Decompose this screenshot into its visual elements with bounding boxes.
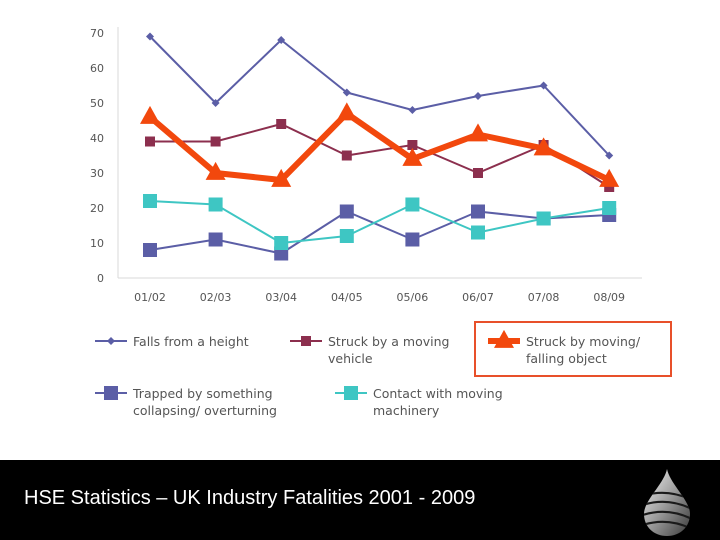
- data-point-struck-object: [336, 102, 357, 121]
- data-point-trapped: [339, 204, 354, 219]
- chart-area: 0 10 20 30 40 50 60 70 01/02 02/03 03/04 04/05 05/06…: [90, 27, 672, 418]
- data-point-falls: [211, 99, 220, 107]
- legend-marker-trapped: [104, 386, 118, 400]
- data-point-struck-vehicle: [407, 140, 418, 150]
- y-tick-label: 10: [90, 237, 104, 250]
- x-tick-label: 03/04: [265, 291, 297, 304]
- data-point-falls: [474, 92, 482, 100]
- legend-label: Struck by moving/: [526, 334, 641, 349]
- series-line-contact: [149, 200, 610, 244]
- data-point-trapped: [471, 204, 485, 219]
- data-point-falls: [539, 81, 548, 90]
- data-point-struck-vehicle: [276, 119, 287, 129]
- data-point-contact: [143, 194, 157, 208]
- series-struck-vehicle: [145, 119, 615, 192]
- data-point-struck-vehicle: [341, 150, 352, 161]
- data-point-contact: [471, 225, 485, 240]
- legend-label: Struck by a moving: [328, 334, 449, 349]
- legend-highlight-box: [474, 321, 672, 377]
- legend-item-contact: Contact with moving machinery: [335, 386, 503, 418]
- series-line-struck-vehicle: [150, 123, 610, 188]
- data-point-falls: [408, 106, 417, 114]
- legend-marker-struck-object: [494, 329, 514, 348]
- data-point-contact: [536, 211, 551, 226]
- data-point-struck-object: [205, 161, 226, 180]
- series-contact: [143, 194, 617, 250]
- data-point-struck-object: [140, 105, 160, 124]
- legend-label: vehicle: [328, 351, 373, 366]
- data-point-contact: [602, 201, 617, 215]
- x-tick-label: 04/05: [331, 291, 363, 304]
- legend-label: falling object: [526, 351, 607, 366]
- data-point-struck-object: [468, 123, 488, 142]
- series-struck-object: [140, 102, 620, 187]
- data-point-struck-vehicle: [604, 182, 615, 192]
- legend-item-trapped: Trapped by something collapsing/ overturn…: [95, 386, 277, 418]
- legend-item-struck-vehicle: Struck by a moving vehicle: [290, 334, 449, 366]
- data-point-struck-object: [533, 137, 554, 156]
- data-point-trapped: [208, 232, 223, 247]
- data-point-trapped: [405, 232, 420, 247]
- data-point-contact: [339, 229, 354, 243]
- legend-label: collapsing/ overturning: [133, 403, 277, 418]
- series-line-trapped: [149, 210, 610, 255]
- data-point-contact: [274, 236, 289, 250]
- y-tick-label: 20: [90, 202, 104, 215]
- data-point-struck-vehicle: [210, 136, 221, 147]
- legend-item-falls: Falls from a height: [95, 334, 249, 349]
- data-point-falls: [605, 151, 614, 160]
- legend-item-struck-object: Struck by moving/falling object: [474, 321, 672, 377]
- series-falls: [146, 32, 614, 160]
- data-point-falls: [146, 32, 154, 41]
- y-tick-label: 50: [90, 97, 104, 110]
- x-tick-label: 02/03: [200, 291, 232, 304]
- data-point-falls: [277, 36, 286, 44]
- drop-logo-icon: [644, 469, 690, 536]
- data-point-struck-vehicle: [473, 168, 483, 178]
- series-line-falls: [149, 35, 610, 157]
- x-tick-label: 06/07: [462, 291, 494, 304]
- legend-label: machinery: [373, 403, 440, 418]
- data-point-struck-object: [271, 168, 292, 187]
- data-point-falls: [342, 88, 351, 97]
- legend-marker-struck-vehicle: [301, 336, 311, 346]
- x-tick-label: 05/06: [397, 291, 429, 304]
- data-point-contact: [208, 197, 223, 212]
- x-tick-label: 07/08: [528, 291, 560, 304]
- line-chart: 0 10 20 30 40 50 60 70 01/02 02/03 03/04 04/05 05/06…: [90, 27, 672, 418]
- y-tick-label: 40: [90, 132, 104, 145]
- x-tick-label: 08/09: [593, 291, 625, 304]
- data-point-contact: [405, 197, 420, 212]
- data-point-trapped: [143, 243, 157, 257]
- legend-marker-falls: [107, 337, 115, 345]
- series-line-struck-object: [148, 110, 611, 183]
- x-tick-label: 01/02: [134, 291, 166, 304]
- footer-bar: HSE Statistics – UK Industry Fatalities …: [0, 460, 720, 540]
- footer-title: HSE Statistics – UK Industry Fatalities …: [24, 487, 476, 509]
- data-point-struck-object: [402, 147, 423, 166]
- y-tick-label: 30: [90, 167, 104, 180]
- legend-label: Falls from a height: [133, 334, 249, 349]
- data-point-struck-object: [599, 168, 620, 187]
- legend-label: Trapped by something: [132, 386, 273, 401]
- legend-marker-contact: [344, 386, 358, 400]
- data-point-struck-vehicle: [145, 136, 155, 147]
- legend-label: Contact with moving: [373, 386, 503, 401]
- y-tick-label: 70: [90, 27, 104, 40]
- y-tick-label: 0: [97, 272, 104, 285]
- y-tick-label: 60: [90, 62, 104, 75]
